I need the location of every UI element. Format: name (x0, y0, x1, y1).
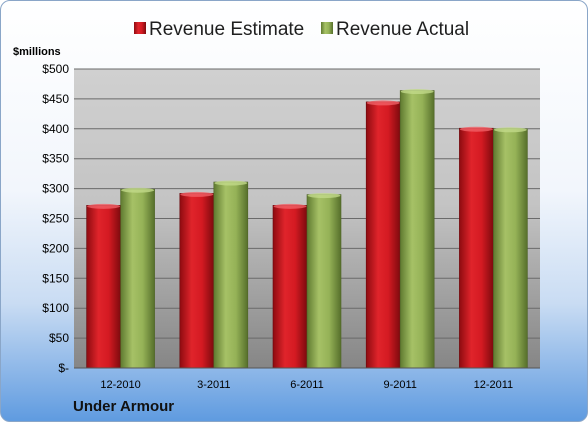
bar-top-cap (273, 203, 307, 209)
bar-top-cap (366, 100, 400, 106)
bar-top-cap (87, 203, 121, 209)
x-tick-label: 12-2010 (100, 379, 140, 391)
bar-estimate (272, 205, 308, 369)
legend-label-estimate: Revenue Estimate (149, 19, 304, 40)
bars (86, 89, 528, 369)
y-tick-label: $50 (49, 331, 69, 345)
x-axis: 12-2010 3-2011 6-2011 9-2011 12-2011 (74, 367, 540, 391)
x-tick-label: 6-2011 (290, 379, 323, 391)
bar-top-cap (459, 126, 493, 132)
legend-label-actual: Revenue Actual (336, 19, 469, 40)
bar-actual (120, 188, 155, 369)
bar-top-cap (121, 187, 155, 193)
company-name: Under Armour (73, 398, 175, 415)
bar-estimate (86, 205, 121, 369)
bar-top-cap (493, 127, 527, 133)
bar-estimate (459, 127, 494, 369)
x-tick-label: 12-2011 (474, 379, 514, 391)
y-tick-label: $500 (42, 62, 69, 76)
y-tick-label: $300 (42, 182, 69, 196)
y-tick-label: $100 (42, 301, 69, 315)
legend-swatch-estimate (134, 22, 146, 34)
y-tick-label: $200 (42, 241, 69, 255)
bar-actual (493, 128, 528, 369)
bar-top-cap (400, 89, 434, 95)
y-tick-label: $350 (42, 152, 69, 166)
bar-actual (306, 194, 342, 369)
bar-estimate (179, 193, 215, 369)
bar-top-cap (307, 193, 341, 199)
bar-actual (399, 90, 435, 369)
bar-top-cap (214, 180, 248, 186)
bar-actual (213, 181, 249, 369)
legend: Revenue Estimate Revenue Actual (134, 19, 469, 40)
unit-label: $millions (13, 46, 61, 58)
legend-swatch-actual (321, 22, 333, 34)
y-tick-label: $400 (42, 122, 69, 136)
bar-estimate (365, 101, 401, 369)
y-tick-label: $250 (42, 212, 69, 226)
y-tick-label: $450 (42, 92, 69, 106)
y-tick-label: $150 (42, 271, 69, 285)
x-tick-label: 9-2011 (383, 379, 416, 391)
y-axis: $- $50 $100 $150 $200 $250 $300 $350 $400 $450 $50… (42, 62, 69, 375)
x-tick-label: 3-2011 (197, 379, 230, 391)
bar-top-cap (180, 191, 214, 197)
y-tick-label: $- (58, 361, 69, 375)
